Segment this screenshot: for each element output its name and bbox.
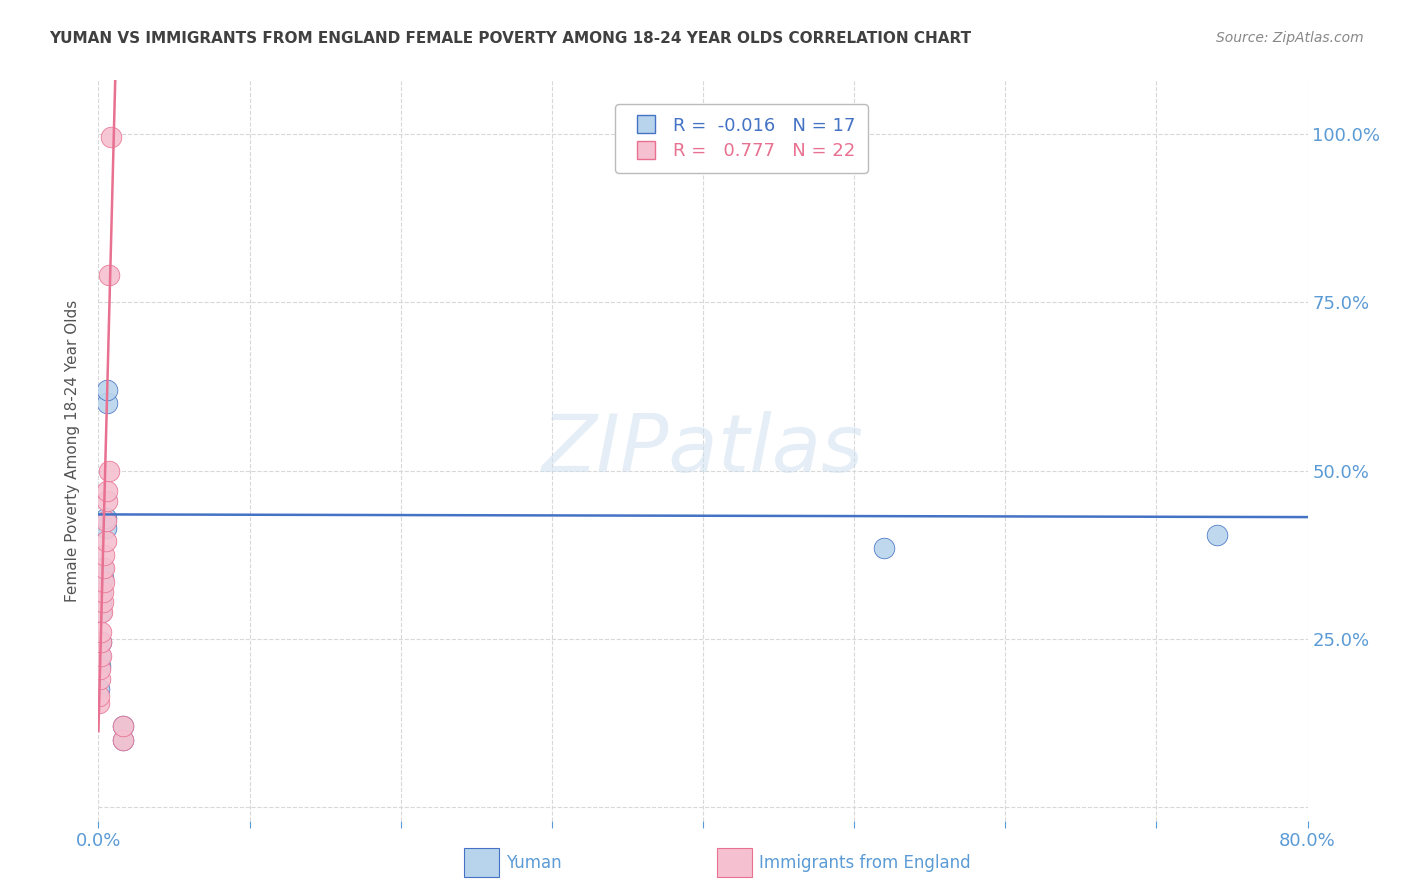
- Text: YUMAN VS IMMIGRANTS FROM ENGLAND FEMALE POVERTY AMONG 18-24 YEAR OLDS CORRELATIO: YUMAN VS IMMIGRANTS FROM ENGLAND FEMALE …: [49, 31, 972, 46]
- Point: [89, 658, 111, 673]
- Point: [111, 719, 134, 733]
- Point: [1206, 527, 1229, 541]
- Text: Yuman: Yuman: [506, 854, 562, 871]
- Point: [93, 574, 115, 589]
- Point: [91, 584, 114, 599]
- Point: [89, 648, 111, 663]
- Text: Immigrants from England: Immigrants from England: [759, 854, 972, 871]
- Point: [98, 268, 121, 283]
- Point: [91, 605, 114, 619]
- Point: [96, 383, 118, 397]
- Point: [96, 483, 118, 498]
- Point: [90, 635, 112, 649]
- Point: [94, 510, 117, 524]
- Point: [111, 719, 134, 733]
- Point: [91, 561, 114, 575]
- Point: [89, 682, 111, 697]
- Point: [89, 673, 111, 687]
- Point: [100, 130, 122, 145]
- Point: [90, 635, 112, 649]
- Point: [90, 648, 112, 663]
- Point: [96, 396, 118, 410]
- Point: [91, 571, 114, 585]
- Point: [94, 514, 117, 528]
- Point: [90, 605, 112, 619]
- Legend: R =  -0.016   N = 17, R =   0.777   N = 22: R = -0.016 N = 17, R = 0.777 N = 22: [616, 104, 868, 173]
- Point: [111, 732, 134, 747]
- Point: [90, 584, 112, 599]
- Point: [96, 494, 118, 508]
- Text: Source: ZipAtlas.com: Source: ZipAtlas.com: [1216, 31, 1364, 45]
- Point: [94, 521, 117, 535]
- Point: [90, 625, 112, 640]
- Point: [93, 548, 115, 562]
- Point: [93, 561, 115, 575]
- Point: [91, 595, 114, 609]
- Point: [87, 696, 110, 710]
- Point: [94, 534, 117, 549]
- Point: [89, 662, 111, 676]
- Point: [873, 541, 896, 555]
- Text: ZIPatlas: ZIPatlas: [541, 411, 865, 490]
- Point: [90, 595, 112, 609]
- Point: [89, 689, 111, 703]
- Point: [111, 732, 134, 747]
- Point: [98, 464, 121, 478]
- Y-axis label: Female Poverty Among 18-24 Year Olds: Female Poverty Among 18-24 Year Olds: [65, 300, 80, 601]
